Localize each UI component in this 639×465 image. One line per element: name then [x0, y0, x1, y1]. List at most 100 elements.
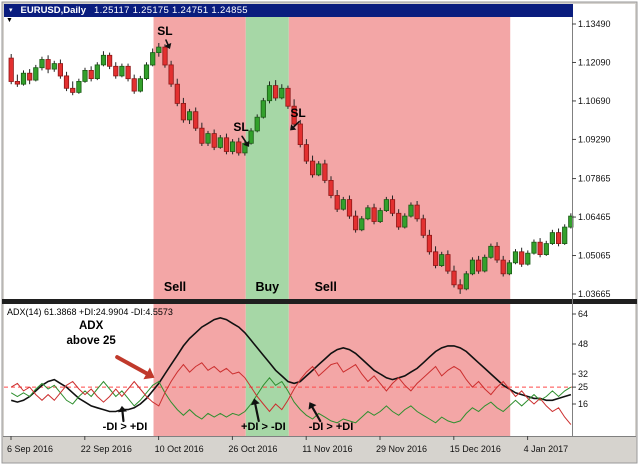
sl-arrow — [292, 120, 300, 128]
adx-tick-label: 25 — [578, 382, 588, 392]
price-tick-label: 1.13490 — [578, 19, 611, 29]
sl-arrow-head — [243, 140, 250, 147]
di-note-arrow — [254, 403, 260, 423]
titlebar-ohlc: 1.25117 1.25175 1.24751 1.24855 — [93, 5, 248, 16]
candle-body — [556, 232, 562, 245]
candle-body — [150, 52, 156, 66]
candle-body — [488, 245, 494, 258]
date-tick-label: 11 Nov 2016 — [302, 444, 352, 454]
candle-body — [408, 204, 414, 217]
candle-body — [20, 72, 27, 85]
candle-body — [51, 63, 57, 70]
candle-body — [236, 141, 242, 154]
candle-body — [199, 127, 205, 144]
candle-body — [174, 83, 180, 104]
candle-body — [107, 54, 113, 67]
candle-body — [162, 46, 168, 66]
candle-body — [186, 111, 193, 121]
candle-body — [125, 65, 131, 80]
candle-body — [549, 232, 556, 245]
candle-body — [463, 273, 469, 290]
candle-body — [70, 87, 76, 93]
candle-body — [439, 254, 445, 267]
candle-body — [254, 116, 260, 132]
adx-tick-label: 32 — [578, 369, 588, 379]
candle-body — [168, 64, 174, 85]
candle-body — [346, 199, 353, 217]
adx-line — [10, 316, 572, 413]
adx-tick-label: 48 — [578, 339, 588, 349]
candle-body — [334, 195, 340, 210]
di-note-arrow-head — [118, 405, 127, 413]
candle-body — [39, 59, 45, 69]
date-tick-label: 10 Oct 2016 — [155, 444, 204, 454]
candle-body — [328, 179, 334, 196]
candle-body — [322, 163, 328, 181]
adx-note-arrow — [115, 355, 149, 376]
candle-body — [494, 245, 500, 261]
titlebar-symbol: EURUSD,Daily — [20, 5, 86, 16]
candle-body — [57, 63, 64, 77]
candle-body — [519, 251, 525, 265]
price-tick-label: 1.10690 — [578, 96, 611, 106]
candle-body — [340, 199, 346, 210]
di-note-arrow-head — [250, 398, 260, 406]
candle-body — [396, 212, 402, 228]
candle-body — [88, 70, 94, 80]
price-tick-label: 1.05065 — [578, 251, 611, 261]
candle-body — [100, 54, 107, 66]
adx-note-arrow-head — [143, 367, 155, 380]
chart-titlebar[interactable]: ▾ EURUSD,Daily 1.25117 1.25175 1.24751 1… — [4, 4, 573, 17]
candle-body — [365, 207, 371, 220]
candle-body — [205, 133, 211, 144]
window-menu-icon[interactable]: ▾ — [9, 7, 13, 14]
di-note-arrow — [121, 410, 125, 423]
candle-body — [309, 160, 316, 176]
adx-tick-label: 64 — [578, 309, 588, 319]
candle-body — [469, 259, 476, 275]
candle-body — [260, 100, 266, 118]
candle-body — [420, 218, 426, 236]
candle-body — [82, 70, 88, 82]
candle-body — [156, 46, 162, 53]
candle-body — [45, 59, 51, 70]
date-tick-label: 6 Sep 2016 — [7, 444, 53, 454]
candle-body — [193, 111, 199, 129]
candle-body — [291, 105, 297, 125]
price-tick-label: 1.09290 — [578, 134, 611, 144]
candle-body — [371, 207, 377, 222]
candle-body — [94, 64, 100, 80]
candle-body — [512, 251, 519, 264]
candle-body — [383, 199, 390, 212]
candle-body — [272, 85, 279, 99]
candle-body — [119, 65, 125, 77]
minus-di-line — [10, 362, 572, 425]
candle-body — [432, 251, 439, 266]
candle-body — [482, 256, 488, 272]
adx-tick-label: 16 — [578, 399, 588, 409]
date-tick-label: 22 Sep 2016 — [81, 444, 132, 454]
candle-body — [285, 87, 291, 107]
sl-arrow-head — [164, 42, 172, 50]
candle-body — [33, 67, 39, 81]
time-axis-region[interactable] — [3, 436, 636, 460]
candle-body — [389, 199, 396, 214]
date-tick-label: 29 Nov 2016 — [376, 444, 427, 454]
candle-body — [543, 243, 549, 256]
candle-body — [143, 64, 150, 80]
candle-body — [63, 75, 70, 89]
candle-body — [27, 72, 33, 81]
candle-body — [297, 123, 303, 146]
candle-body — [14, 81, 20, 85]
candle-body — [475, 259, 482, 272]
panel-splitter[interactable] — [2, 299, 637, 304]
candle-body — [377, 210, 383, 223]
candle-body — [131, 78, 137, 92]
candle-body — [445, 254, 451, 272]
candle-body — [562, 226, 568, 245]
price-tick-label: 1.06465 — [578, 212, 611, 222]
date-tick-label: 4 Jan 2017 — [524, 444, 569, 454]
date-tick-label: 26 Oct 2016 — [228, 444, 277, 454]
